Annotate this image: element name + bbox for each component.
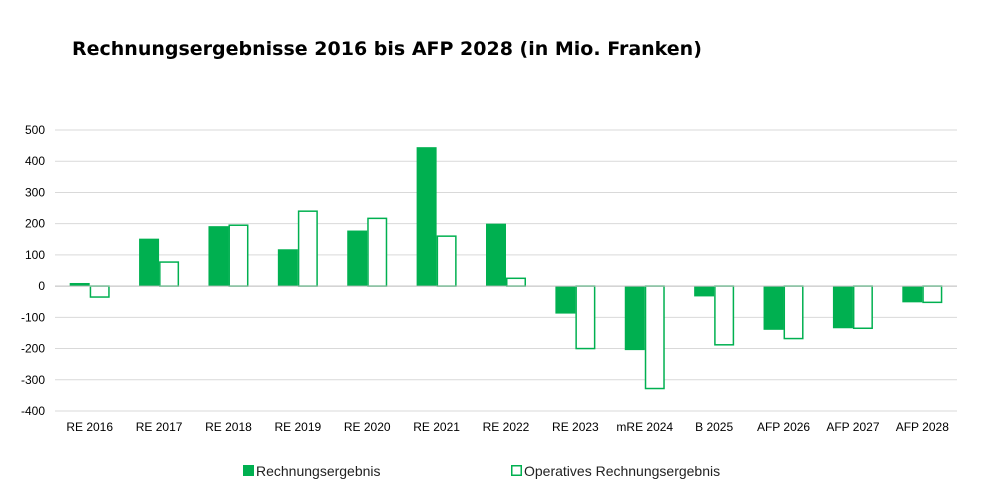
y-tick-label: -100 xyxy=(21,310,45,324)
y-axis-ticks: 500 400 300 200 100 0 -100 -200 -300 -400 xyxy=(21,123,45,418)
x-tick-label: RE 2018 xyxy=(205,420,252,434)
x-tick-label: AFP 2027 xyxy=(826,420,879,434)
x-axis-ticks: RE 2016 RE 2017 RE 2018 RE 2019 RE 2020 RE 20… xyxy=(66,420,949,434)
y-tick-label: 0 xyxy=(38,279,45,293)
legend-swatch-filled xyxy=(243,465,254,476)
bar-operatives-rechnungsergebnis xyxy=(159,261,180,287)
x-tick-label: AFP 2026 xyxy=(757,420,810,434)
x-tick-label: RE 2019 xyxy=(274,420,321,434)
legend-label: Operatives Rechnungsergebnis xyxy=(524,463,720,479)
bar-rechnungsergebnis xyxy=(416,147,437,287)
y-tick-label: -400 xyxy=(21,404,45,418)
legend-swatch-outline xyxy=(511,465,522,476)
bar-rechnungsergebnis xyxy=(555,286,576,314)
bar-rechnungsergebnis xyxy=(694,286,715,297)
bar-rechnungsergebnis xyxy=(277,249,298,287)
bar-operatives-rechnungsergebnis xyxy=(783,285,804,340)
bar-rechnungsergebnis xyxy=(624,286,645,351)
legend: Rechnungsergebnis Operatives Rechnungserg… xyxy=(243,463,720,479)
bar-operatives-rechnungsergebnis xyxy=(436,235,457,287)
bar-operatives-rechnungsergebnis xyxy=(714,285,735,346)
bar-rechnungsergebnis xyxy=(69,282,90,287)
y-tick-label: 500 xyxy=(25,123,45,137)
x-tick-label: mRE 2024 xyxy=(616,420,673,434)
bars xyxy=(69,147,943,390)
legend-label: Rechnungsergebnis xyxy=(256,463,381,479)
x-tick-label: RE 2021 xyxy=(413,420,460,434)
bar-operatives-rechnungsergebnis xyxy=(644,285,665,390)
x-tick-label: RE 2017 xyxy=(136,420,183,434)
bar-rechnungsergebnis xyxy=(486,223,506,287)
bar-operatives-rechnungsergebnis xyxy=(367,217,388,287)
bar-rechnungsergebnis xyxy=(347,230,368,287)
chart-title: Rechnungsergebnisse 2016 bis AFP 2028 (i… xyxy=(72,38,702,60)
x-tick-label: RE 2023 xyxy=(552,420,599,434)
y-tick-label: -200 xyxy=(21,342,45,356)
bar-operatives-rechnungsergebnis xyxy=(89,285,110,298)
x-tick-label: AFP 2028 xyxy=(896,420,949,434)
x-tick-label: RE 2016 xyxy=(66,420,113,434)
bar-rechnungsergebnis xyxy=(208,226,229,287)
bar-rechnungsergebnis xyxy=(139,238,160,287)
y-tick-label: -300 xyxy=(21,373,45,387)
bar-rechnungsergebnis xyxy=(832,286,853,329)
y-tick-label: 300 xyxy=(25,185,45,199)
y-tick-label: 200 xyxy=(25,217,45,231)
bar-operatives-rechnungsergebnis xyxy=(922,285,943,304)
y-tick-label: 100 xyxy=(25,248,45,262)
x-tick-label: RE 2020 xyxy=(344,420,391,434)
x-tick-label: RE 2022 xyxy=(483,420,530,434)
bar-operatives-rechnungsergebnis xyxy=(228,224,249,287)
x-tick-label: B 2025 xyxy=(695,420,733,434)
bar-operatives-rechnungsergebnis xyxy=(852,285,873,330)
bar-operatives-rechnungsergebnis xyxy=(506,277,526,287)
bar-rechnungsergebnis xyxy=(763,286,784,330)
y-tick-label: 400 xyxy=(25,154,45,168)
bar-rechnungsergebnis xyxy=(902,286,923,303)
bar-operatives-rechnungsergebnis xyxy=(575,285,596,350)
bar-operatives-rechnungsergebnis xyxy=(297,210,318,287)
